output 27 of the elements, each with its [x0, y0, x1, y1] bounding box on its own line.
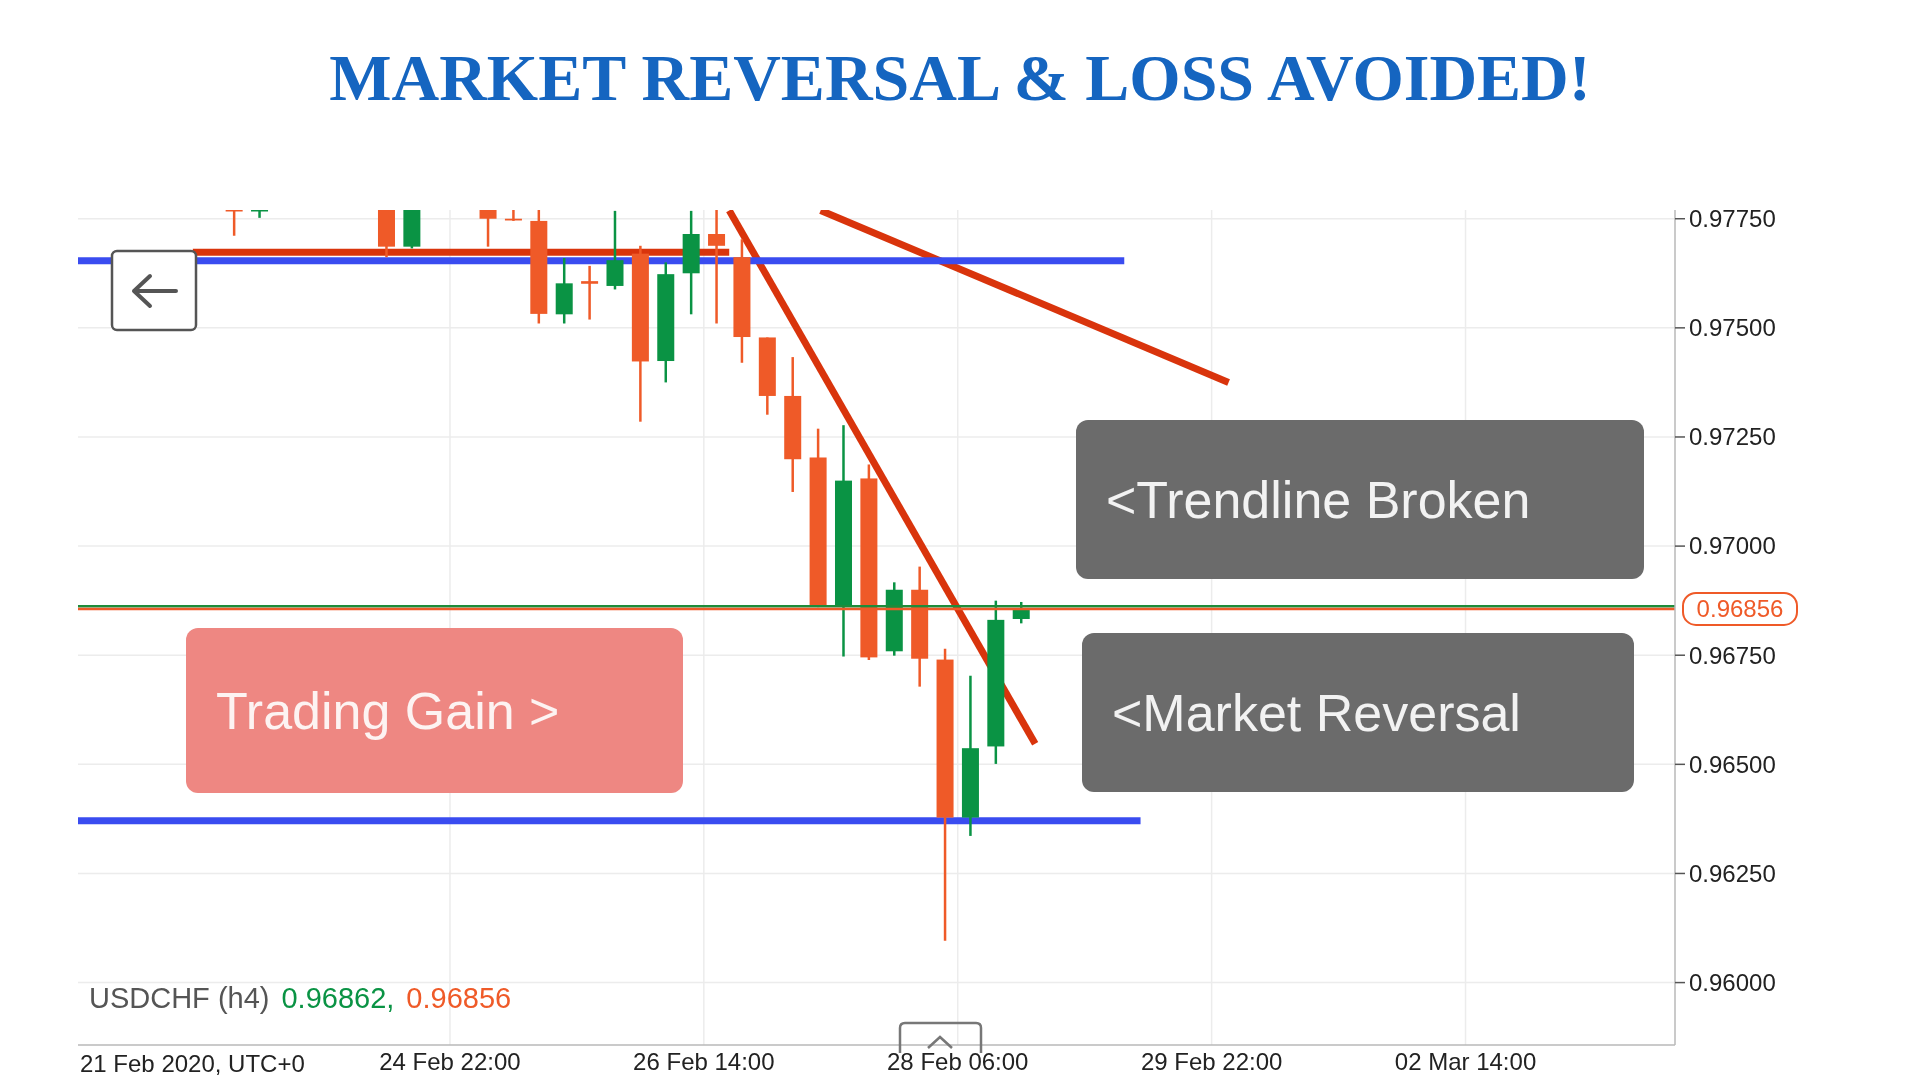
- candlestick: [251, 210, 269, 220]
- annotation: 0.96856: [406, 982, 512, 1014]
- y-tick-label: 0.96500: [1689, 750, 1776, 778]
- candlestick: [225, 210, 243, 237]
- annotation: <Trendline Broken: [1106, 470, 1531, 529]
- ref-line-label: 0.96856: [1696, 595, 1784, 623]
- y-tick-label: 0.97750: [1689, 205, 1776, 233]
- candlestick: [479, 210, 497, 248]
- chart-title: MARKET REVERSAL & LOSS AVOIDED!: [329, 41, 1591, 114]
- x-tick-label: 28 Feb 06:00: [887, 1048, 1029, 1075]
- y-tick-label: 0.97500: [1689, 314, 1776, 342]
- x-tick-label: 02 Mar 14:00: [1394, 1048, 1537, 1075]
- annotation: Trading Gain >: [216, 681, 560, 740]
- y-tick-label: 0.97250: [1689, 423, 1776, 451]
- candlestick: [708, 210, 726, 325]
- x-tick-label: 26 Feb 14:00: [633, 1048, 775, 1075]
- x-tick-label: 29 Feb 22:00: [1140, 1048, 1283, 1075]
- candlestick: [581, 264, 599, 321]
- annotation: USDCHF (h4): [89, 982, 270, 1014]
- y-tick-label: 0.96750: [1689, 641, 1776, 669]
- y-tick-label: 0.97000: [1689, 532, 1776, 560]
- annotation: 0.96862,: [281, 982, 395, 1014]
- annotation: <Market Reversal: [1112, 683, 1521, 742]
- y-tick-label: 0.96000: [1689, 968, 1776, 996]
- text: 21 Feb 2020, UTC+0: [80, 1050, 305, 1077]
- y-tick-label: 0.96250: [1689, 859, 1776, 887]
- x-tick-label: 24 Feb 22:00: [379, 1048, 521, 1075]
